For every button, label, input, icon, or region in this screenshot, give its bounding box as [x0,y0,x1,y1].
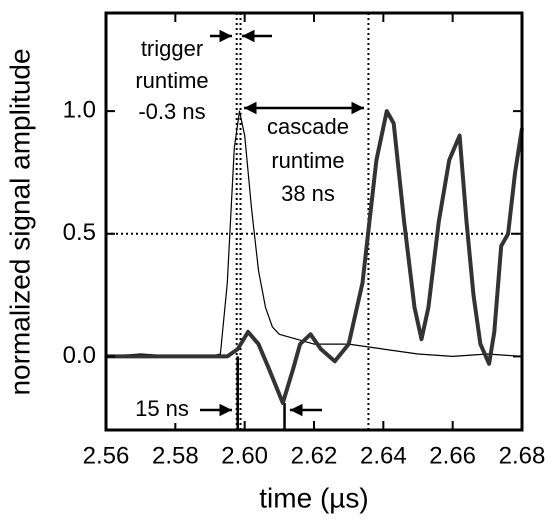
x-tick-label: 2.62 [291,442,338,469]
annotation: runtime [271,148,344,173]
annotation-bg [133,69,211,95]
y-axis-label: normalized signal amplitude [4,48,35,395]
series-line [106,109,524,405]
x-tick-label: 2.68 [499,442,546,469]
annotation-bg [136,100,208,126]
x-tick-label: 2.56 [83,442,130,469]
x-tick-label: 2.66 [429,442,476,469]
x-axis-label: time (µs) [259,482,368,513]
annotation: 15 ns [135,396,189,421]
annotation-bg [265,115,351,141]
x-tick-label: 2.60 [221,442,268,469]
annotation-bg [133,397,191,423]
annotation-bg [138,37,206,63]
annotation: trigger [141,36,203,61]
annotation: runtime [135,68,208,93]
x-tick-label: 2.64 [360,442,407,469]
y-tick-label: 0.0 [63,342,96,369]
annotation: -0.3 ns [138,99,205,124]
annotation-bg [279,182,337,208]
annotation-bg [269,149,347,175]
y-tick-label: 0.5 [63,219,96,246]
annotation: 38 ns [281,181,335,206]
x-tick-label: 2.58 [152,442,199,469]
annotation: cascade [267,114,349,139]
y-tick-label: 1.0 [63,96,96,123]
arrows [200,29,364,417]
